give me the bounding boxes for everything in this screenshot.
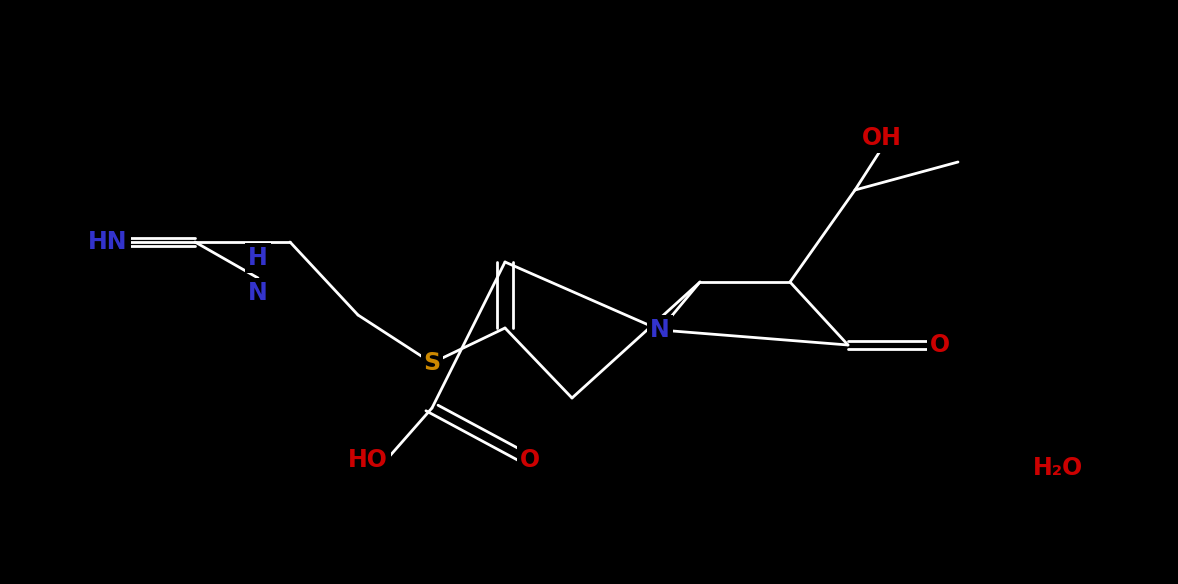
Text: S: S — [423, 351, 441, 375]
Text: O: O — [519, 448, 540, 472]
Text: HN: HN — [88, 230, 127, 254]
Text: OH: OH — [862, 126, 902, 150]
Text: O: O — [929, 333, 951, 357]
Text: H₂O: H₂O — [1033, 456, 1083, 480]
Text: H: H — [249, 246, 267, 270]
Text: N: N — [249, 281, 267, 305]
Text: N: N — [650, 318, 670, 342]
Text: HO: HO — [348, 448, 388, 472]
